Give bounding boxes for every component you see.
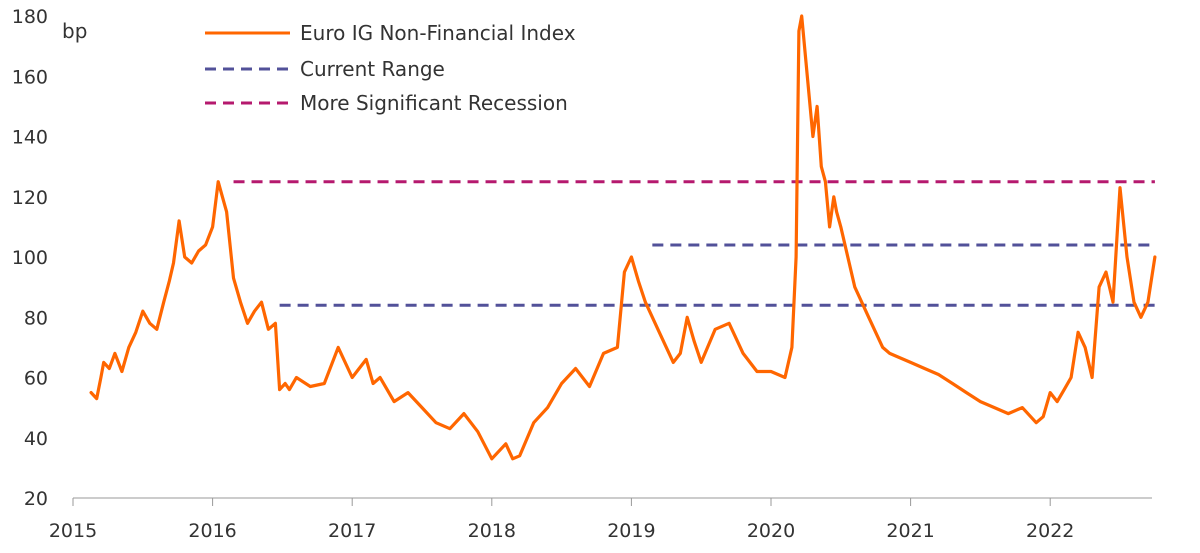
y-tick-label: 120 [12, 187, 48, 209]
x-tick-label: 2021 [886, 520, 934, 542]
legend-label: Euro IG Non-Financial Index [300, 21, 576, 45]
y-tick-label: 160 [12, 66, 48, 88]
legend-label: Current Range [300, 57, 445, 81]
x-tick-label: 2018 [468, 520, 516, 542]
y-tick-label: 40 [24, 428, 48, 450]
series-line [89, 14, 1157, 461]
y-tick-label: 180 [12, 6, 48, 28]
y-unit-label: bp [62, 19, 87, 43]
y-tick-labels: 20 40 60 80 100 120 140 160 180 [12, 6, 48, 510]
x-tick-label: 2015 [49, 520, 97, 542]
x-axis: 2015 2016 2017 2018 2019 2020 2021 2022 [49, 497, 1152, 542]
x-tick-label: 2022 [1026, 520, 1074, 542]
x-tick-marks [72, 498, 1051, 506]
x-tick-label: 2019 [607, 520, 655, 542]
y-tick-label: 20 [24, 488, 48, 510]
x-tick-label: 2020 [747, 520, 795, 542]
y-tick-label: 140 [12, 127, 48, 149]
x-tick-label: 2016 [188, 520, 236, 542]
x-tick-labels: 2015 2016 2017 2018 2019 2020 2021 2022 [49, 520, 1075, 542]
y-tick-label: 60 [24, 368, 48, 390]
plot-area [89, 14, 1157, 461]
legend-label: More Significant Recession [300, 91, 568, 115]
y-tick-label: 80 [24, 307, 48, 329]
legend: Euro IG Non-Financial Index Current Range… [205, 21, 576, 115]
y-tick-label: 100 [12, 247, 48, 269]
y-axis: 20 40 60 80 100 120 140 160 180 [12, 6, 48, 510]
x-tick-label: 2017 [328, 520, 376, 542]
